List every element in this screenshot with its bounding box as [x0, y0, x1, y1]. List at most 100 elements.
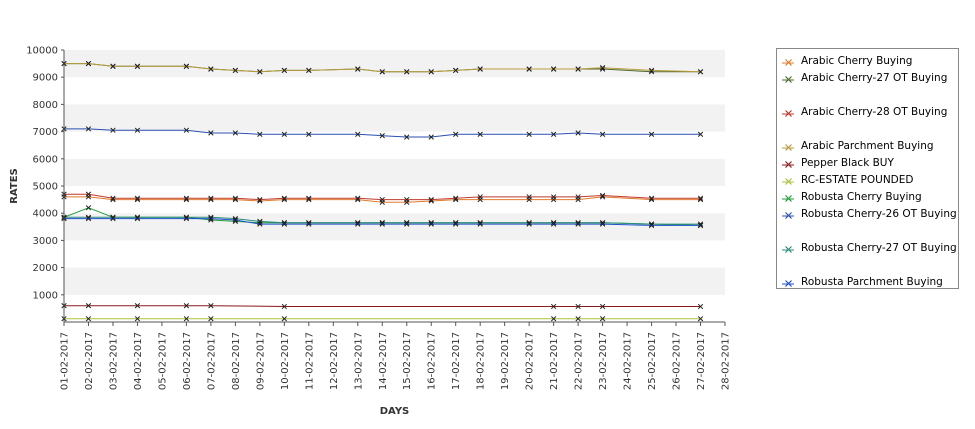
data-point: [134, 303, 141, 309]
x-tick-label: 23-02-2017: [598, 332, 609, 390]
data-point: [453, 67, 459, 74]
data-point: [134, 63, 141, 69]
data-point: [428, 196, 434, 203]
data-point: [599, 221, 606, 227]
y-tick-label: 6000: [33, 154, 58, 165]
data-point: [453, 195, 459, 201]
series-line: [64, 193, 701, 201]
y-axis-title: RATES: [9, 168, 20, 204]
data-point: [183, 303, 190, 309]
data-point: [355, 221, 361, 227]
data-point: [648, 222, 655, 229]
legend-label: Robusta Cherry-26 OT Buying: [801, 208, 957, 220]
legend-label: Robusta Cherry Buying: [801, 191, 922, 203]
grid-band: [64, 158, 725, 186]
data-point: [697, 316, 704, 322]
data-point: [599, 303, 606, 310]
x-tick-label: 12-02-2017: [329, 332, 340, 390]
x-tick-label: 27-02-2017: [696, 332, 707, 390]
x-tick-label: 11-02-2017: [304, 332, 315, 390]
x-tick-label: 28-02-2017: [721, 332, 732, 390]
data-point: [599, 131, 606, 137]
data-point: [183, 215, 190, 222]
series-line: [64, 63, 701, 73]
x-tick-label: 05-02-2017: [157, 332, 168, 390]
legend-label: Arabic Cherry-28 OT Buying: [801, 106, 948, 118]
x-tick-label: 25-02-2017: [647, 332, 658, 390]
data-point: [648, 195, 655, 201]
data-point: [477, 194, 483, 200]
x-tick-label: 10-02-2017: [280, 332, 291, 390]
data-point: [575, 303, 581, 310]
data-point: [697, 69, 704, 75]
legend-label: Arabic Cherry-27 OT Buying: [801, 72, 948, 84]
x-tick-label: 18-02-2017: [476, 332, 487, 390]
data-point: [526, 194, 532, 200]
legend-marker-icon: [782, 178, 794, 185]
data-point: [379, 196, 385, 203]
legend-marker-icon: [782, 110, 794, 117]
data-point: [550, 66, 557, 72]
data-point: [110, 127, 116, 133]
x-tick-label: 01-02-2017: [60, 332, 71, 390]
data-point: [379, 69, 385, 75]
x-tick-label: 20-02-2017: [525, 332, 536, 390]
data-point: [355, 131, 361, 137]
data-point: [379, 133, 385, 139]
data-point: [404, 221, 410, 227]
data-point: [599, 192, 606, 199]
data-point: [85, 126, 92, 132]
x-tick-label: 08-02-2017: [231, 332, 242, 390]
data-point: [550, 221, 557, 227]
data-point: [697, 195, 704, 201]
series-7: [61, 126, 704, 140]
series-4: [61, 303, 704, 310]
data-point: [85, 205, 92, 211]
data-point: [526, 221, 532, 227]
x-tick-label: 26-02-2017: [672, 332, 683, 390]
data-point: [257, 69, 263, 75]
x-tick-label: 24-02-2017: [623, 332, 634, 390]
data-point: [208, 66, 214, 72]
legend-marker-icon: [782, 76, 794, 83]
data-point: [526, 66, 532, 72]
y-tick-label: 9000: [33, 73, 58, 84]
legend-marker-icon: [782, 280, 794, 287]
data-point: [526, 131, 532, 137]
data-point: [428, 134, 434, 140]
y-tick-label: 7000: [33, 127, 58, 138]
x-tick-label: 04-02-2017: [133, 332, 144, 390]
legend-marker-icon: [782, 212, 794, 219]
data-point: [453, 221, 459, 227]
data-point: [428, 69, 434, 75]
legend-marker-icon: [782, 161, 794, 168]
data-point: [306, 67, 312, 74]
data-point: [355, 195, 361, 201]
legend-label: Robusta Parchment Buying: [801, 276, 943, 288]
data-point: [599, 65, 606, 71]
data-point: [134, 195, 141, 201]
grid-band: [64, 50, 725, 78]
data-point: [183, 316, 190, 322]
data-point: [232, 195, 239, 201]
grid-band: [64, 294, 725, 322]
data-point: [134, 316, 141, 322]
data-point: [697, 222, 704, 229]
data-point: [85, 191, 92, 197]
data-point: [257, 196, 263, 203]
data-point: [208, 316, 214, 322]
x-tick-label: 16-02-2017: [427, 332, 438, 390]
data-point: [281, 131, 287, 137]
grid-band: [64, 104, 725, 132]
x-tick-label: 17-02-2017: [451, 332, 462, 390]
data-point: [183, 195, 190, 201]
legend-marker-icon: [782, 144, 794, 151]
data-point: [575, 316, 581, 322]
x-tick-label: 22-02-2017: [574, 332, 585, 390]
data-point: [232, 130, 239, 136]
grid-band: [64, 240, 725, 268]
data-point: [281, 316, 287, 322]
legend-marker-icon: [782, 59, 794, 66]
x-tick-label: 15-02-2017: [402, 332, 413, 390]
